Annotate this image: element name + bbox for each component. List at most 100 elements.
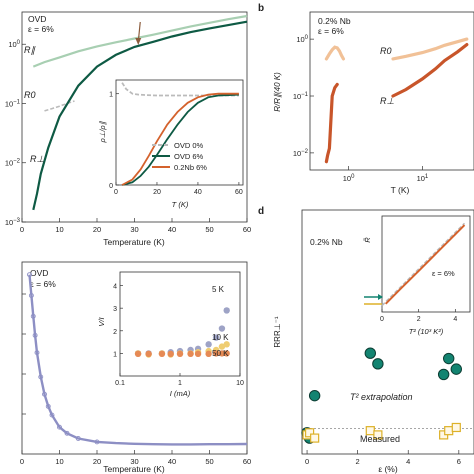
panel-d-measured-point bbox=[451, 422, 461, 433]
panel-a-label-r-par: R∥ bbox=[24, 45, 36, 55]
panel-b-x-tick-label: 101 bbox=[417, 174, 429, 183]
panel-c-point bbox=[34, 350, 40, 356]
panel-c-inset-point bbox=[134, 350, 142, 358]
panel-b-series-line bbox=[391, 37, 469, 61]
panel-c-inset-point bbox=[218, 343, 226, 350]
panel-a-inset-x-tick-label: 20 bbox=[153, 189, 161, 196]
panel-c-inset-point bbox=[167, 350, 174, 358]
panel-d-inset-x-tick-label: 0 bbox=[380, 316, 384, 323]
panel-b-series-line bbox=[324, 45, 345, 61]
panel-b-x-ticks: 100 101 bbox=[343, 166, 429, 183]
panel-b-frame bbox=[309, 11, 474, 171]
panel-c-point bbox=[94, 439, 100, 445]
panel-a-inset-x-tick-label: 0 bbox=[114, 189, 118, 196]
panel-a-y-tick-label: 10−2 bbox=[5, 159, 21, 168]
panel-d-series bbox=[301, 347, 474, 444]
panel-c-x-tick-label: 60 bbox=[243, 457, 251, 466]
panel-c-x-tick-label: 0 bbox=[20, 457, 24, 466]
panel-d-t2-point bbox=[308, 389, 321, 402]
panel-b-y-tick-label: 10−2 bbox=[293, 149, 309, 158]
panel-d-inset-xlabel: T² (10³ K²) bbox=[409, 327, 444, 336]
panel-b-ylabel: R/R∥(40 K) bbox=[273, 72, 282, 112]
panel-b-annotation-nb: 0.2% Nb bbox=[318, 16, 351, 26]
panel-d-measured-point bbox=[444, 426, 454, 436]
panel-a-label-r-perp: R⊥ bbox=[30, 154, 44, 164]
panel-a-frame bbox=[21, 11, 248, 223]
panel-b: b 10−2 10−1 100 100 101 R/R∥(40 K) T (K) 0.… bbox=[258, 3, 474, 195]
panel-d-x-tick-label: 2 bbox=[356, 457, 360, 466]
panel-c-x-tick-label: 20 bbox=[93, 457, 101, 466]
panel-d-measured-point bbox=[310, 433, 320, 443]
panel-a-inset-y-ticks: 01 bbox=[109, 92, 119, 190]
panel-d-t2-point bbox=[443, 352, 455, 365]
panel-a-x-ticks: 0 10 20 30 40 50 60 bbox=[20, 218, 251, 234]
panel-b-series bbox=[324, 37, 469, 164]
panel-c-inset-x-tick-label: 10 bbox=[236, 380, 244, 387]
panel-a-label-r0: R0 bbox=[24, 90, 36, 100]
panel-c-series bbox=[27, 272, 248, 446]
panel-a-xlabel: Temperature (K) bbox=[103, 237, 165, 247]
panel-a-y-tick-label: 10−1 bbox=[5, 99, 21, 108]
panel-c-point bbox=[42, 391, 47, 397]
panel-c-point bbox=[45, 403, 51, 409]
panel-d-inset-x-tick-label: 4 bbox=[453, 316, 457, 323]
panel-c-point bbox=[49, 412, 55, 418]
panel-c-inset-point bbox=[223, 350, 230, 357]
panel-a-inset-ylabel: ρ⊥/ρ∥ bbox=[98, 120, 107, 143]
panel-d-label: d bbox=[258, 206, 264, 217]
panel-a-inset-x-ticks: 0 20 40 60 bbox=[114, 182, 243, 196]
panel-a-x-tick-label: 40 bbox=[168, 225, 176, 234]
panel-d-t2-point bbox=[372, 358, 384, 370]
panel-a-series bbox=[32, 14, 248, 211]
panel-c-inset-point bbox=[212, 334, 220, 341]
panel-b-y-tick-label: 100 bbox=[296, 35, 308, 44]
panel-c-series-line bbox=[28, 274, 248, 446]
panel-c-inset-point bbox=[205, 350, 212, 358]
panel-c-inset-point bbox=[212, 350, 220, 357]
panel-a-arrow-head bbox=[135, 38, 142, 45]
panel-c-point bbox=[38, 374, 44, 380]
panel-c-inset-y-tick-label: 2 bbox=[113, 329, 117, 336]
panel-c-inset: 1 2 3 4 0.1 1 10 V/I I (mA) 5 K 10 K 50 K bbox=[97, 271, 244, 398]
panel-c-x-ticks: 0 10 20 30 40 50 60 bbox=[20, 450, 251, 466]
panel-b-annotation-strain: ε = 6% bbox=[318, 26, 344, 36]
panel-a-x-tick-label: 60 bbox=[243, 225, 251, 234]
panel-b-label: b bbox=[258, 3, 264, 14]
panel-d-inset-data-line bbox=[384, 224, 466, 305]
panel-d-t2-point bbox=[450, 363, 462, 375]
panel-a-inset-y-tick-label: 0 bbox=[109, 183, 113, 190]
panel-a-inset-x-tick-label: 60 bbox=[235, 189, 243, 196]
panel-a-arrow bbox=[135, 21, 142, 45]
panel-a-x-tick-label: 50 bbox=[205, 225, 213, 234]
panel-d-inset-series bbox=[364, 222, 466, 307]
panel-d-inset-arrowhead-t2 bbox=[378, 294, 383, 300]
panel-c-inset-x-tick-label: 1 bbox=[178, 380, 182, 387]
panel-c-point bbox=[28, 293, 34, 298]
panel-c-inset-ylabel: V/I bbox=[97, 317, 106, 326]
panel-a-inset-legend-label: 0.2Nb 6% bbox=[174, 163, 207, 172]
panel-d-inset-annotation: ε = 6% bbox=[432, 269, 455, 278]
panel-c-x-tick-label: 40 bbox=[168, 457, 176, 466]
panel-a-annotation-strain: ε = 6% bbox=[28, 24, 54, 34]
panel-a-series-line bbox=[32, 14, 248, 68]
panel-c-xlabel: Temperature (K) bbox=[103, 464, 165, 474]
panel-d-inset-x-tick-label: 2 bbox=[417, 316, 421, 323]
panel-c-point bbox=[27, 272, 32, 278]
panel-a-inset-y-tick-label: 1 bbox=[109, 92, 113, 99]
panel-b-series-line bbox=[391, 43, 469, 98]
panel-a-inset-series-line bbox=[121, 92, 239, 186]
panel-c-inset-point bbox=[218, 350, 226, 357]
panel-d-label-t2: T² extrapolation bbox=[350, 392, 413, 402]
panel-d-inset-frame bbox=[381, 215, 471, 313]
panel-d-measured-point bbox=[304, 428, 315, 438]
panel-b-y-ticks: 10−2 10−1 100 bbox=[293, 35, 314, 158]
panel-c-annotation-strain: ε = 6% bbox=[30, 279, 56, 289]
panel-c-inset-x-ticks: 0.1 1 10 bbox=[115, 373, 244, 387]
panel-b-label-r-perp: R⊥ bbox=[380, 96, 394, 106]
panel-a-inset-series-line bbox=[121, 93, 239, 186]
panel-a-inset-series bbox=[121, 82, 239, 186]
panel-c-inset-series bbox=[134, 307, 230, 358]
panel-b-y-tick-label: 10−1 bbox=[293, 92, 309, 101]
panel-c-inset-point bbox=[145, 350, 152, 358]
